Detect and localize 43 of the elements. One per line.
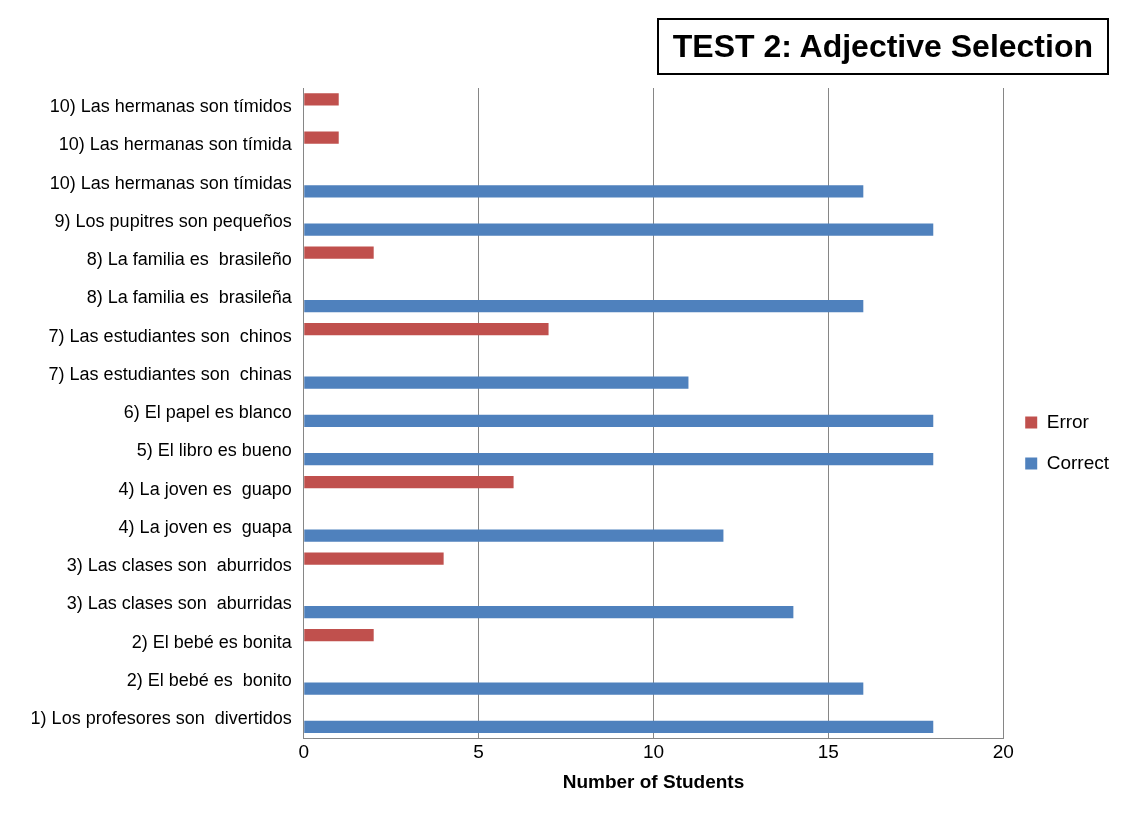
y-tick-label: 10) Las hermanas son tímidos	[49, 96, 292, 117]
x-tick-label: 20	[992, 741, 1014, 763]
x-tick-label: 5	[473, 741, 484, 763]
bar	[304, 223, 934, 236]
bar	[304, 185, 864, 198]
y-tick-label: 4) La joven es guapo	[118, 478, 292, 499]
legend-label: Correct	[1046, 451, 1110, 473]
bar	[304, 720, 934, 734]
bar	[304, 475, 514, 489]
y-tick-label: 6) El papel es blanco	[123, 402, 292, 423]
y-tick-label: 8) La familia es brasileño	[86, 249, 292, 270]
y-tick-label: 7) Las estudiantes son chinos	[48, 325, 292, 346]
y-tick-label: 1) Los profesores son divertidos	[30, 708, 292, 729]
bar	[304, 452, 934, 466]
y-tick-label: 2) El bebé es bonito	[126, 669, 292, 690]
y-tick-label: 5) El libro es bueno	[136, 440, 292, 461]
bar	[304, 131, 339, 144]
bar	[304, 322, 549, 336]
y-tick-label: 3) Las clases son aburridos	[66, 555, 292, 576]
bar	[304, 606, 794, 619]
y-tick-label: 3) Las clases son aburridas	[66, 593, 292, 614]
bar	[304, 414, 934, 427]
y-tick-label: 7) Las estudiantes son chinas	[48, 363, 292, 384]
y-tick-label: 10) Las hermanas son tímida	[58, 134, 293, 155]
bar	[304, 529, 724, 542]
bar	[304, 376, 689, 389]
bar	[304, 93, 339, 106]
chart-title: TEST 2: Adjective Selection	[656, 18, 1109, 75]
legend-label: Error	[1046, 410, 1090, 432]
x-axis-title: Number of Students	[562, 770, 745, 792]
x-tick-label: 15	[817, 741, 839, 763]
bar	[304, 552, 444, 565]
bar	[304, 246, 374, 259]
bar	[304, 682, 864, 695]
y-tick-label: 10) Las hermanas son tímidas	[49, 172, 292, 193]
bar	[304, 628, 374, 642]
x-tick-label: 0	[298, 741, 310, 763]
y-tick-label: 8) La familia es brasileña	[86, 287, 293, 308]
bar	[304, 299, 864, 313]
x-tick-label: 10	[642, 741, 665, 763]
y-tick-label: 9) Los pupitres son pequeños	[54, 210, 292, 231]
y-tick-label: 4) La joven es guapa	[118, 516, 293, 537]
y-tick-label: 2) El bebé es bonita	[131, 631, 293, 652]
